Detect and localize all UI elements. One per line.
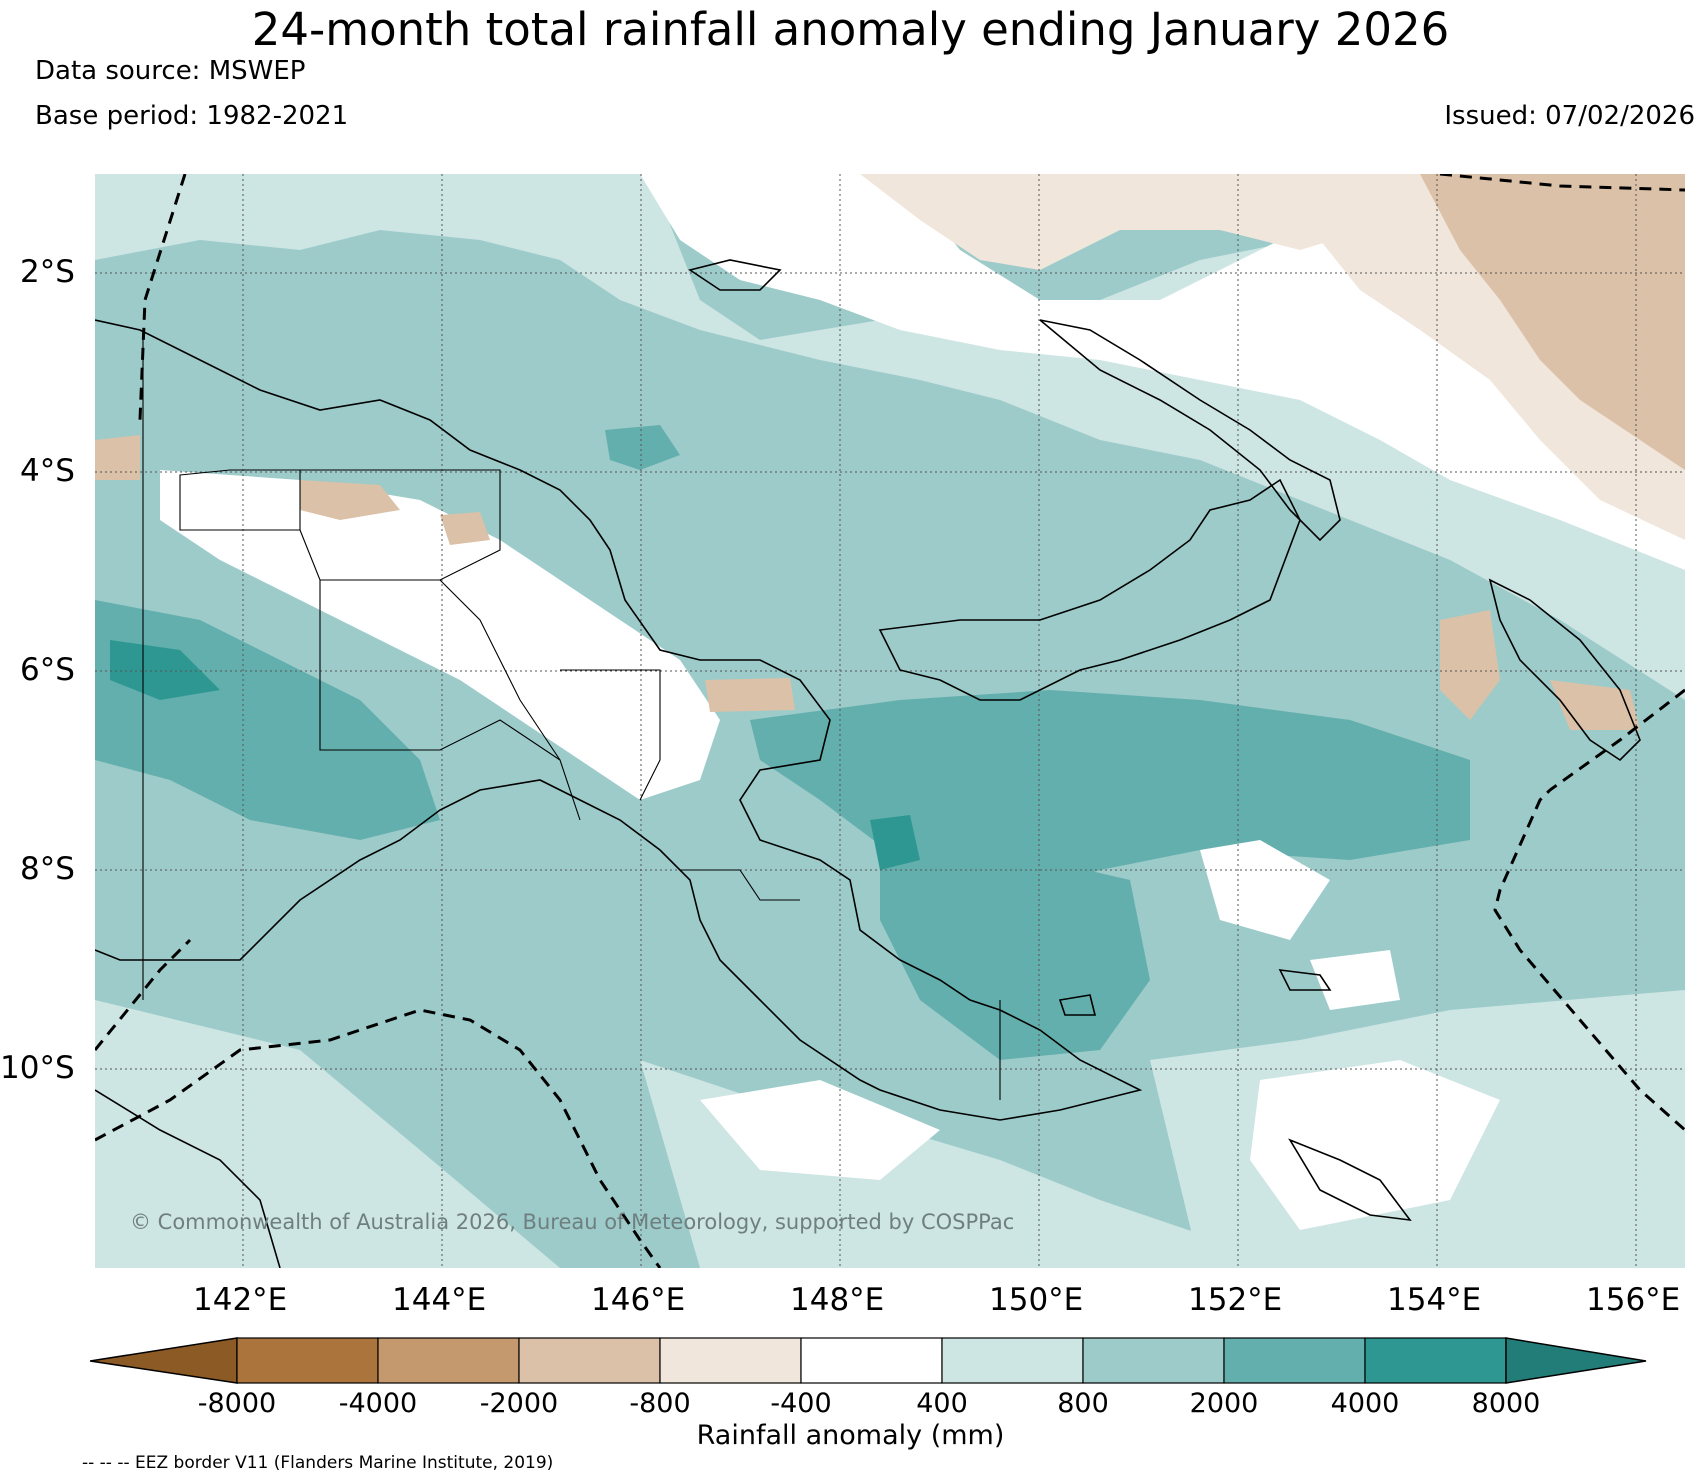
anomaly-wet-patch-1 — [605, 425, 680, 470]
new-britain-coast — [878, 478, 1301, 701]
data-source: Data source: MSWEP — [35, 56, 306, 86]
colorbar-tick-minus-8000: -8000 — [197, 1388, 277, 1419]
lat-label-8s: 8°S — [20, 851, 75, 887]
colorbar-tick-minus-800: -800 — [629, 1388, 691, 1419]
colorbar-bin-2 — [377, 1337, 520, 1384]
anomaly-very-wet-patch-2 — [870, 815, 920, 870]
anomaly-neutral-highlands — [160, 470, 720, 800]
eez-border-west — [95, 938, 192, 1051]
anomaly-neutral-se — [1250, 1060, 1500, 1230]
province-border-4 — [439, 579, 561, 761]
province-border-6 — [680, 869, 800, 901]
anomaly-light-sw — [95, 1000, 560, 1268]
island-coast-2 — [1058, 994, 1097, 1016]
new-ireland-coast — [1039, 319, 1341, 542]
colorbar-bin-7 — [1082, 1337, 1225, 1384]
colorbar-extend-max — [1505, 1337, 1647, 1384]
lon-label-150e: 150°E — [989, 1282, 1084, 1318]
colorbar-tick-4000: 4000 — [1330, 1388, 1400, 1419]
island-coast-1 — [1278, 969, 1332, 991]
graticule — [95, 174, 1685, 1268]
eez-border-northwest — [138, 174, 187, 421]
anomaly-dry-blob-1 — [300, 480, 400, 520]
anomaly-neutral-s — [700, 1080, 940, 1180]
colorbar-bin-8 — [1223, 1337, 1366, 1384]
lon-label-156e: 156°E — [1586, 1282, 1681, 1318]
colorbar-tick-2000: 2000 — [1189, 1388, 1259, 1419]
lon-label-152e: 152°E — [1188, 1282, 1283, 1318]
anomaly-dry-n — [860, 174, 1440, 270]
colorbar-extend-min — [90, 1337, 238, 1384]
lat-label-4s: 4°S — [20, 453, 75, 489]
anomaly-neutral-louisiade — [1310, 950, 1400, 1010]
eez-borders — [95, 174, 1685, 1268]
lat-label-6s: 6°S — [20, 652, 75, 688]
colorbar-bin-1 — [236, 1337, 379, 1384]
colorbar-tick-minus-2000: -2000 — [479, 1388, 559, 1419]
new-guinea-coast — [95, 319, 1143, 1121]
anomaly-dry-blob-6 — [95, 435, 140, 480]
anomaly-wet-east-png — [880, 850, 1150, 1060]
copyright-notice: © Commonwealth of Australia 2026, Bureau… — [130, 1210, 1015, 1234]
colorbar-tick-minus-4000: -4000 — [338, 1388, 418, 1419]
issued-date: Issued: 07/02/2026 — [1444, 101, 1695, 131]
rossel-coast — [1288, 1138, 1412, 1222]
colorbar-label: Rainfall anomaly (mm) — [696, 1420, 1005, 1451]
eez-border-south — [95, 1008, 662, 1268]
colorbar-bin-5 — [800, 1337, 943, 1384]
lat-label-2s: 2°S — [20, 254, 75, 290]
anomaly-dry-blob-3 — [705, 678, 795, 712]
base-period: Base period: 1982-2021 — [35, 101, 349, 131]
colorbar-tick-8000: 8000 — [1471, 1388, 1541, 1419]
eez-footnote: -- -- -- EEZ border V11 (Flanders Marine… — [82, 1453, 554, 1473]
rainfall-anomaly-map — [95, 174, 1685, 1268]
colorbar-tick-800: 800 — [1057, 1388, 1109, 1419]
colorbar-bin-4 — [659, 1337, 802, 1384]
lon-label-154e: 154°E — [1387, 1282, 1482, 1318]
lon-label-142e: 142°E — [193, 1282, 288, 1318]
anomaly-dry-blob-2 — [440, 512, 490, 545]
province-border-3 — [319, 580, 581, 821]
colorbar-tick-400: 400 — [916, 1388, 968, 1419]
borders — [142, 330, 1001, 1100]
anomaly-neutral-islands — [1200, 840, 1330, 940]
province-border-1 — [179, 469, 301, 531]
colorbar-bin-9 — [1364, 1337, 1507, 1384]
anomaly-very-wet-patch — [110, 640, 220, 700]
anomaly-dry-blob-4 — [1440, 610, 1500, 720]
province-border-5 — [560, 669, 661, 801]
colorbar-bin-6 — [941, 1337, 1084, 1384]
lat-label-10s: 10°S — [0, 1050, 75, 1086]
lon-label-146e: 146°E — [591, 1282, 686, 1318]
eez-border-east — [1493, 688, 1685, 1132]
manus-coast — [688, 259, 782, 291]
colorbar — [90, 1337, 1647, 1384]
map-title: 24-month total rainfall anomaly ending J… — [251, 3, 1450, 56]
anomaly-dry-ne — [1420, 174, 1685, 470]
province-border-2 — [299, 469, 501, 581]
lon-label-144e: 144°E — [392, 1282, 487, 1318]
eez-border-northeast — [1439, 174, 1685, 192]
bougainville-coast — [1488, 578, 1641, 762]
colorbar-bin-3 — [518, 1337, 661, 1384]
lon-label-148e: 148°E — [790, 1282, 885, 1318]
anomaly-wet-solomon-sea — [750, 690, 1470, 900]
colorbar-tick-minus-400: -400 — [770, 1388, 832, 1419]
